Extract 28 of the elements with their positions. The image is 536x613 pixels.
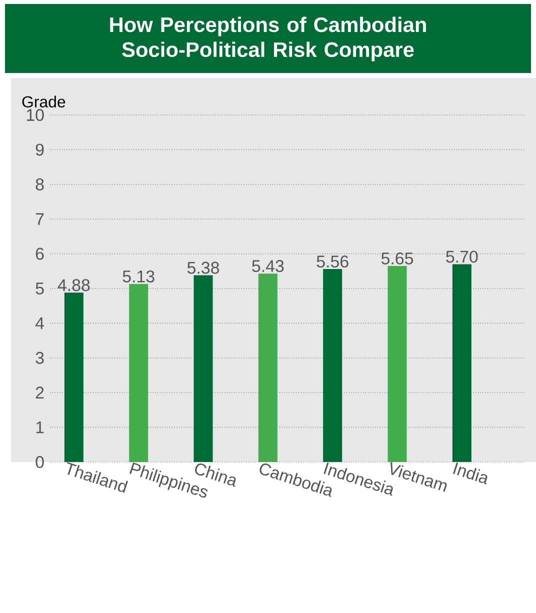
data-label: 5.43: [252, 260, 284, 272]
y-tick-label: 8: [36, 178, 44, 190]
data-label: 5.38: [187, 262, 220, 274]
y-tick-label: 9: [36, 144, 44, 156]
chart-title: How Perceptions of Cambodian Socio-Political Risk Compare: [110, 16, 426, 62]
y-tick-label: 10: [26, 108, 44, 121]
y-tick-label: 3: [36, 352, 44, 364]
bar: [323, 269, 342, 462]
y-tick-label: 6: [36, 248, 44, 260]
bar: [194, 275, 213, 462]
y-tick-label: 2: [36, 386, 44, 399]
bar: [64, 292, 84, 462]
data-label: 5.13: [122, 270, 154, 282]
bar: [258, 274, 278, 462]
y-axis-title: Grade: [22, 96, 66, 108]
data-label: 5.56: [316, 256, 348, 268]
data-label: 5.70: [446, 250, 478, 263]
x-tick-label: India: [452, 462, 488, 484]
y-tick-label: 5: [36, 282, 44, 294]
data-label: 4.88: [58, 279, 90, 292]
bar: [452, 264, 472, 462]
y-tick-label: 7: [36, 213, 44, 225]
data-label: 5.65: [381, 252, 414, 264]
y-tick-label: 0: [36, 456, 44, 468]
bar: [388, 266, 407, 462]
bar: [129, 284, 148, 462]
y-tick-label: 1: [36, 421, 44, 434]
y-tick-label: 4: [35, 317, 44, 330]
